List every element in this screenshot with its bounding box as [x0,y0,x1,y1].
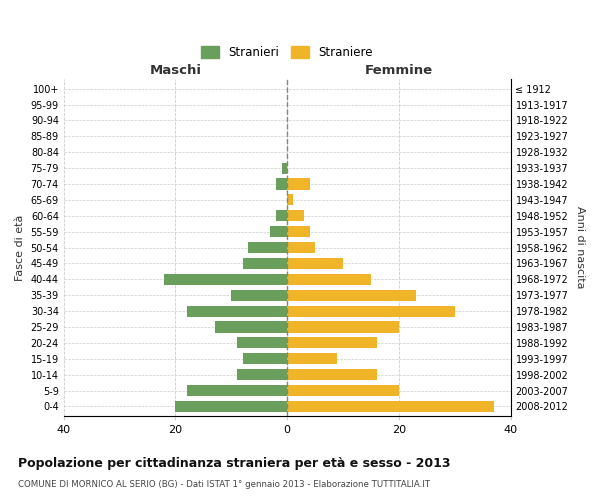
Bar [271,226,287,237]
Bar [287,258,343,269]
Bar [287,401,494,412]
Bar [281,162,287,173]
Text: Femmine: Femmine [365,64,433,77]
Bar [287,290,416,301]
Bar [287,178,310,190]
Bar [287,194,293,205]
Bar [232,290,287,301]
Y-axis label: Anni di nascita: Anni di nascita [575,206,585,289]
Y-axis label: Fasce di età: Fasce di età [15,214,25,280]
Bar [287,385,399,396]
Bar [242,353,287,364]
Bar [287,210,304,222]
Bar [276,210,287,222]
Bar [248,242,287,253]
Bar [287,226,310,237]
Bar [242,258,287,269]
Bar [164,274,287,285]
Legend: Stranieri, Straniere: Stranieri, Straniere [197,42,377,64]
Text: Maschi: Maschi [149,64,202,77]
Bar [287,274,371,285]
Bar [175,401,287,412]
Bar [287,338,377,348]
Bar [237,338,287,348]
Bar [287,242,315,253]
Bar [187,385,287,396]
Bar [287,306,455,316]
Bar [287,369,377,380]
Text: COMUNE DI MORNICO AL SERIO (BG) - Dati ISTAT 1° gennaio 2013 - Elaborazione TUTT: COMUNE DI MORNICO AL SERIO (BG) - Dati I… [18,480,430,489]
Text: Popolazione per cittadinanza straniera per età e sesso - 2013: Popolazione per cittadinanza straniera p… [18,458,451,470]
Bar [276,178,287,190]
Bar [215,322,287,332]
Bar [187,306,287,316]
Bar [287,322,399,332]
Bar [287,353,337,364]
Bar [237,369,287,380]
